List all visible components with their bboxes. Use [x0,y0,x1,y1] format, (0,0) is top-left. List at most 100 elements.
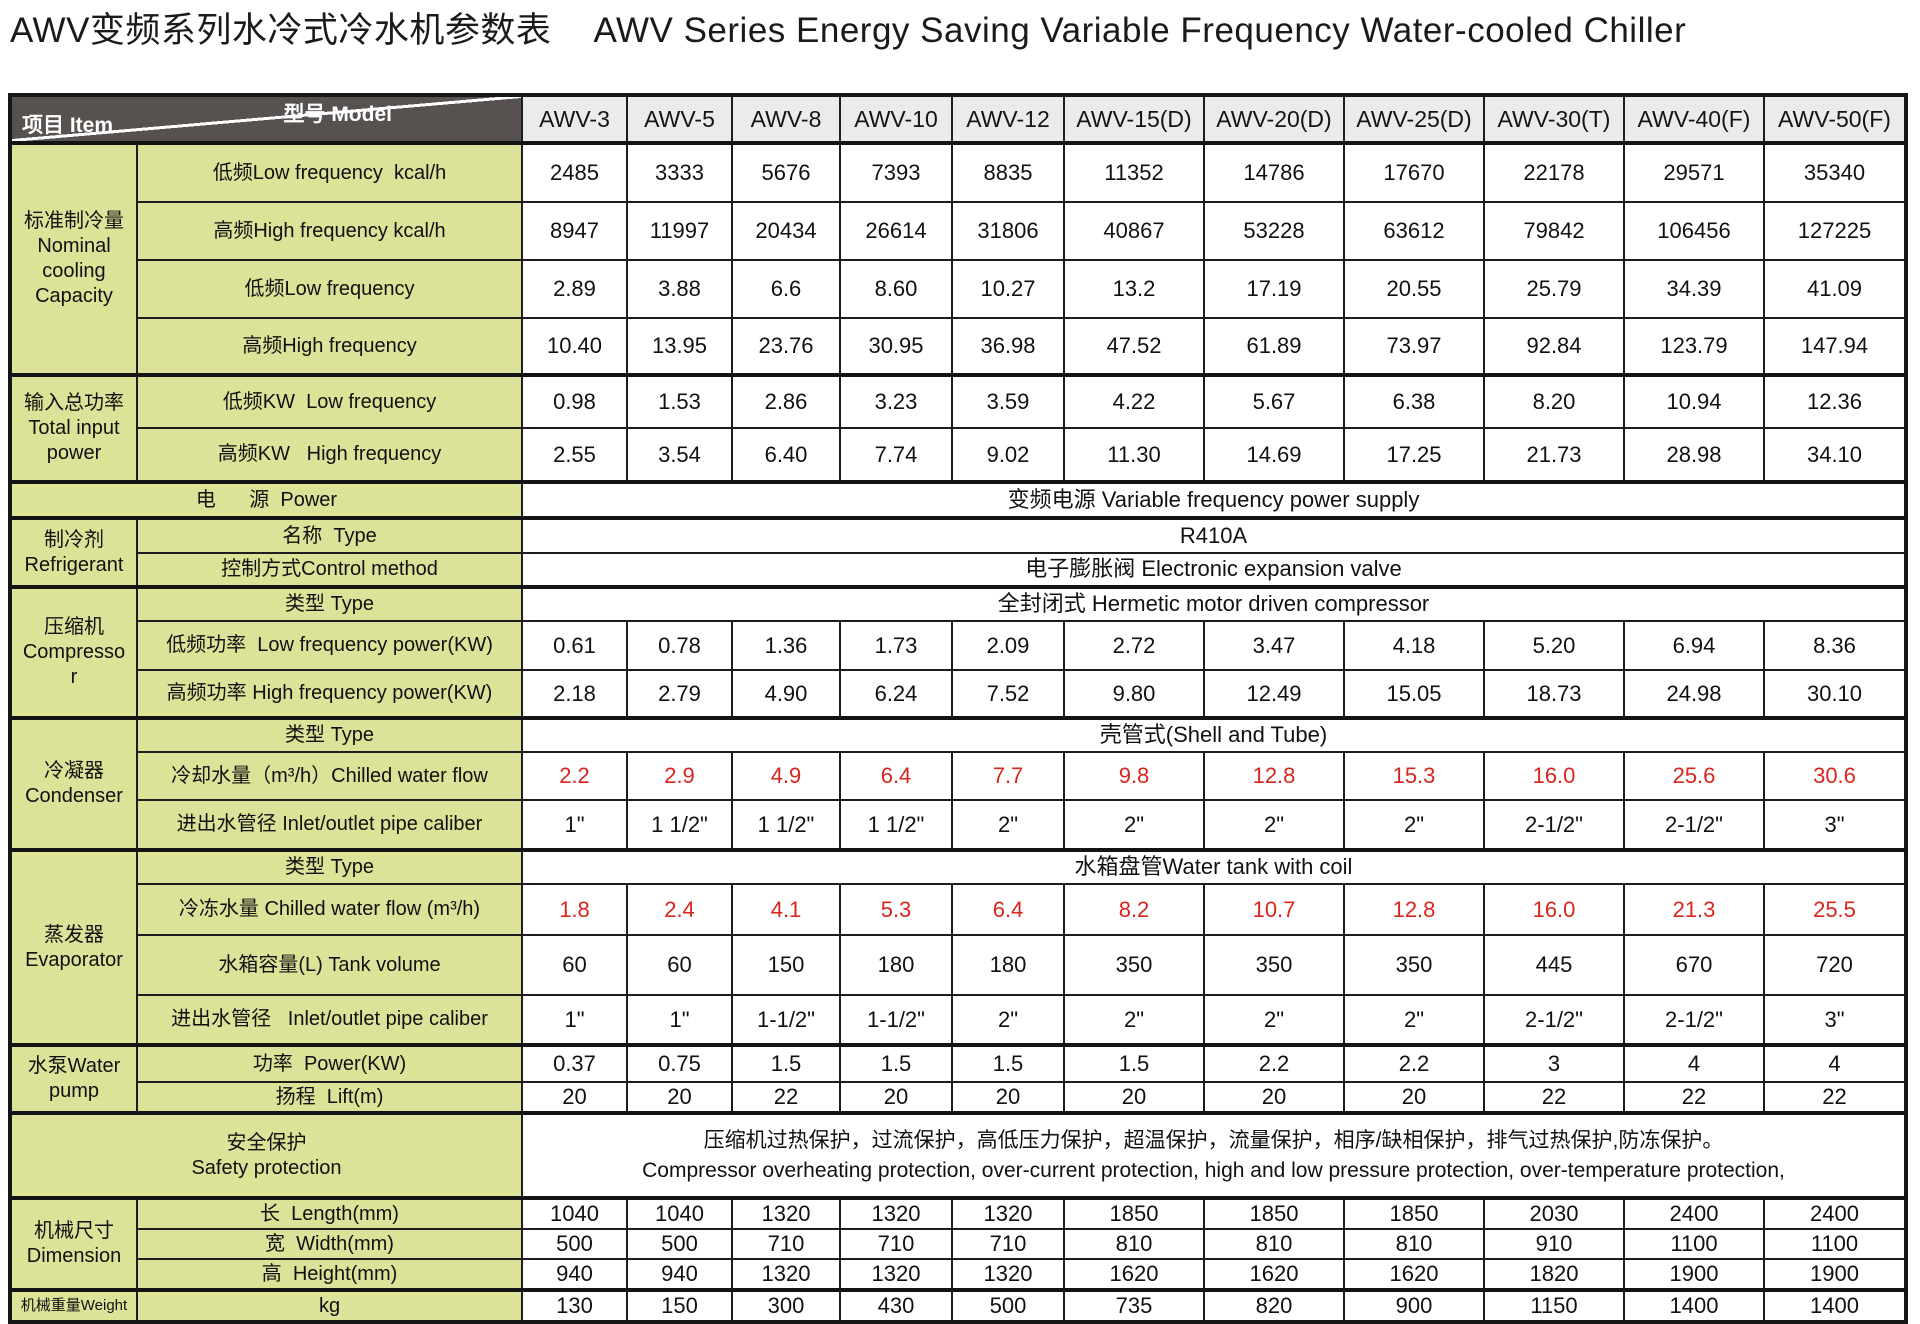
value-cell: 12.36 [1763,373,1907,429]
value-cell: 0.37 [521,1043,628,1083]
value-cell: 6.38 [1343,373,1485,429]
value-cell: 1900 [1623,1258,1765,1291]
value-cell: 3.59 [951,373,1065,429]
value-cell: 22 [1483,1081,1625,1114]
model-column-header: AWV-12 [951,94,1065,145]
value-cell: 940 [626,1258,733,1291]
value-cell: 710 [839,1228,953,1260]
value-cell: 350 [1063,934,1205,996]
value-cell: 10.94 [1623,373,1765,429]
value-cell: 350 [1343,934,1485,996]
value-cell: 3333 [626,141,733,203]
value-cell: 25.6 [1623,751,1765,801]
value-cell: 1900 [1763,1258,1907,1291]
value-cell: 1100 [1623,1228,1765,1260]
table-row: 高频KW High frequency 2.55 3.54 6.40 7.74 9.02 1… [10,427,1907,483]
value-cell: 720 [1763,934,1907,996]
row-label: 进出水管径 Inlet/outlet pipe caliber [136,994,523,1046]
merged-value-cell: 变频电源 Variable frequency power supply [521,480,1907,519]
value-cell: 2.09 [951,620,1065,671]
value-cell: 35340 [1763,141,1907,203]
value-cell: 20 [839,1081,953,1114]
model-column-header: AWV-5 [626,94,733,145]
value-cell: 1.5 [951,1043,1065,1083]
value-cell: 3" [1763,799,1907,851]
row-label: 控制方式Control method [136,552,523,588]
value-cell: 30.6 [1763,751,1907,801]
model-column-header: AWV-50(F) [1763,94,1907,145]
value-cell: 20434 [731,201,841,261]
row-group-label: 制冷剂 Refrigerant [9,516,138,588]
value-cell: 1.5 [839,1043,953,1083]
value-cell: 8947 [521,201,628,261]
value-cell: 26614 [839,201,953,261]
row-label: 安全保护 Safety protection [9,1111,523,1199]
value-cell: 1.36 [731,620,841,671]
value-cell: 40867 [1063,201,1205,261]
table-row: 进出水管径 Inlet/outlet pipe caliber 1" 1" 1-1/2… [10,994,1907,1046]
value-cell: 61.89 [1203,317,1345,376]
row-label: 类型 Type [136,848,523,885]
value-cell: 2.2 [1203,1043,1345,1083]
value-cell: 1100 [1763,1228,1907,1260]
table-row: 宽 Width(mm) 500 500 710 710 710 810 810 810 910 11… [10,1228,1907,1260]
value-cell: 5676 [731,141,841,203]
merged-value-cell: 全封闭式 Hermetic motor driven compressor [521,585,1907,622]
value-cell: 1320 [951,1196,1065,1230]
row-label: 高频功率 High frequency power(KW) [136,669,523,719]
value-cell: 445 [1483,934,1625,996]
row-label: 高频High frequency kcal/h [136,201,523,261]
value-cell: 710 [951,1228,1065,1260]
value-cell: 6.24 [839,669,953,719]
value-cell: 1320 [731,1258,841,1291]
value-cell: 910 [1483,1228,1625,1260]
value-cell: 8.36 [1763,620,1907,671]
value-cell: 20 [626,1081,733,1114]
value-cell: 92.84 [1483,317,1625,376]
value-cell: 4.9 [731,751,841,801]
row-label: 进出水管径 Inlet/outlet pipe caliber [136,799,523,851]
value-cell: 24.98 [1623,669,1765,719]
row-group-label: 水泵Water pump [9,1043,138,1114]
model-column-header: AWV-15(D) [1063,94,1205,145]
value-cell: 7393 [839,141,953,203]
table-row: 低频Low frequency 2.89 3.88 6.6 8.60 10.27 13.2 1… [10,259,1907,319]
value-cell: 1040 [626,1196,733,1230]
value-cell: 1620 [1203,1258,1345,1291]
model-column-header: AWV-40(F) [1623,94,1765,145]
value-cell: 60 [626,934,733,996]
value-cell: 2.2 [521,751,628,801]
value-cell: 6.40 [731,427,841,483]
value-cell: 2.4 [626,883,733,936]
row-label: 冷却水量（m³/h）Chilled water flow [136,751,523,801]
value-cell: 2" [1343,994,1485,1046]
value-cell: 4.90 [731,669,841,719]
value-cell: 2400 [1763,1196,1907,1230]
value-cell: 30.95 [839,317,953,376]
row-group-label: 蒸发器 Evaporator [9,848,138,1046]
value-cell: 28.98 [1623,427,1765,483]
value-cell: 15.05 [1343,669,1485,719]
merged-value-cell: 压缩机过热保护，过流保护，高低压力保护，超温保护，流量保护，相序/缺相保护，排气… [521,1111,1907,1199]
value-cell: 21.3 [1623,883,1765,936]
value-cell: 20.55 [1343,259,1485,319]
value-cell: 2485 [521,141,628,203]
row-label: 水箱容量(L) Tank volume [136,934,523,996]
row-label: 宽 Width(mm) [136,1228,523,1260]
value-cell: 127225 [1763,201,1907,261]
table-row: 冷却水量（m³/h）Chilled water flow 2.2 2.9 4.9 6.4… [10,751,1907,801]
value-cell: 1" [521,994,628,1046]
value-cell: 16.0 [1483,883,1625,936]
spec-table: 型号 Model 项目 Item AWV-3 AWV-5 AWV-8 AWV-10 AW… [8,93,1908,1324]
value-cell: 16.0 [1483,751,1625,801]
table-row: 安全保护 Safety protection 压缩机过热保护，过流保护，高低压力保… [9,1111,1907,1199]
table-row: 机械尺寸 Dimension 长 Length(mm) 1040 1040 1320 13… [9,1196,1907,1291]
value-cell: 150 [731,934,841,996]
table-row: 水箱容量(L) Tank volume 60 60 150 180 180 350 350 35… [10,934,1907,996]
value-cell: 810 [1203,1228,1345,1260]
table-row: 高频功率 High frequency power(KW) 2.18 2.79 4.9… [10,669,1907,719]
row-label: 长 Length(mm) [136,1196,523,1230]
value-cell: 3.47 [1203,620,1345,671]
value-cell: 20 [1203,1081,1345,1114]
value-cell: 10.7 [1203,883,1345,936]
